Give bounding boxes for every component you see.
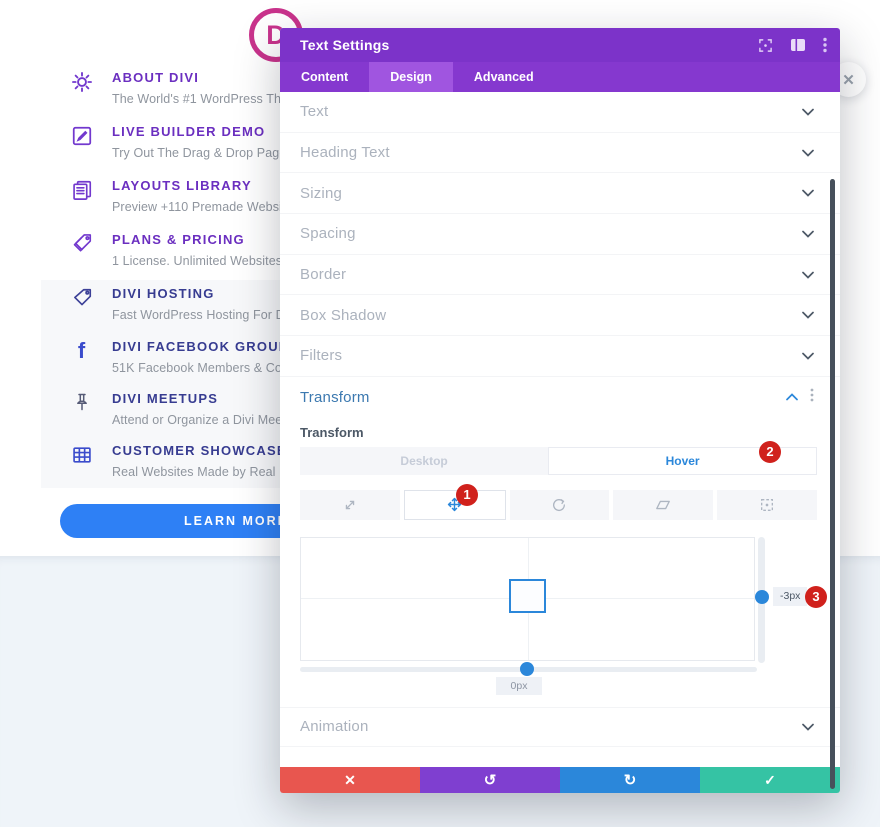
learn-more-label: LEARN MORE — [183, 514, 289, 528]
modal-body: Text Heading Text Sizing Spacing Border — [280, 92, 840, 789]
menu-item-title: LAYOUTS LIBRARY — [112, 178, 252, 193]
accordion-filters[interactable]: Filters — [280, 336, 840, 377]
close-icon: ✕ — [842, 71, 855, 89]
modal-footer: ✕ ↺ ↻ ✓ — [280, 767, 840, 793]
transform-tool-row: 1 — [300, 483, 817, 520]
pencil-square-icon — [70, 124, 93, 147]
menu-item-subtitle: Attend or Organize a Divi Meetup — [112, 413, 301, 427]
kebab-menu-icon[interactable] — [810, 388, 814, 407]
translate-canvas[interactable] — [300, 536, 755, 661]
focus-icon[interactable] — [758, 38, 773, 53]
kebab-menu-icon[interactable] — [823, 37, 827, 53]
accordion-text[interactable]: Text — [280, 92, 840, 133]
check-icon: ✓ — [764, 772, 776, 788]
chevron-down-icon — [802, 144, 814, 162]
menu-item-title: DIVI HOSTING — [112, 286, 215, 301]
save-button[interactable]: ✓ — [700, 767, 840, 793]
text-settings-modal: Text Settings Content De — [280, 28, 840, 793]
redo-icon: ↻ — [623, 771, 637, 789]
menu-item-title: DIVI FACEBOOK GROUP — [112, 339, 289, 354]
modal-title: Text Settings — [300, 37, 390, 53]
horizontal-slider-value: 0px — [496, 676, 542, 695]
scale-tool-button[interactable] — [300, 489, 400, 520]
translate-canvas-area: -3px 3 0px — [300, 536, 827, 697]
chevron-up-icon — [786, 388, 798, 406]
menu-item-subtitle: 51K Facebook Members & Counting — [112, 361, 317, 375]
rotate-tool-button[interactable] — [509, 489, 610, 520]
redo-button[interactable]: ↻ — [560, 767, 700, 793]
grid-icon — [70, 443, 93, 466]
facebook-icon: f — [77, 337, 86, 363]
tags-icon — [70, 232, 93, 255]
vertical-slider-handle[interactable] — [755, 589, 769, 604]
menu-item-title: DIVI MEETUPS — [112, 391, 219, 406]
accordion-box-shadow[interactable]: Box Shadow — [280, 295, 840, 337]
menu-item-title: PLANS & PRICING — [112, 232, 245, 247]
accordion-transform[interactable]: Transform — [280, 376, 840, 418]
tab-advanced[interactable]: Advanced — [473, 70, 534, 84]
discard-button[interactable]: ✕ — [280, 767, 420, 793]
chevron-down-icon — [802, 718, 814, 736]
menu-item-subtitle: Fast WordPress Hosting For Divi — [112, 308, 297, 322]
annotation-badge-1: 1 — [456, 483, 478, 506]
accordion-animation[interactable]: Animation — [280, 706, 840, 748]
menu-item-title: CUSTOMER SHOWCASE — [112, 443, 287, 458]
gear-icon — [70, 70, 93, 93]
device-toggle: Desktop Hover 2 — [300, 440, 818, 475]
modal-tab-bar: Content Design Advanced — [280, 62, 840, 92]
tab-design[interactable]: Design — [369, 62, 453, 92]
translate-tool-button[interactable] — [403, 489, 506, 520]
origin-tool-button[interactable] — [717, 489, 817, 520]
device-tab-desktop[interactable]: Desktop — [300, 446, 549, 475]
chevron-down-icon — [802, 184, 814, 202]
dock-icon[interactable] — [790, 38, 806, 52]
sidebar-item-divi-facebook-group[interactable]: f DIVI FACEBOOK GROUP 51K Facebook Membe… — [60, 339, 480, 375]
transform-field-label: Transform — [300, 424, 364, 440]
horizontal-slider-handle[interactable] — [520, 661, 534, 676]
chevron-down-icon — [802, 225, 814, 243]
sidebar-item-customer-showcase[interactable]: CUSTOMER SHOWCASE Real Websites Made by … — [60, 443, 480, 479]
menu-item-subtitle: Real Websites Made by Real People — [112, 465, 319, 479]
chevron-down-icon — [802, 306, 814, 324]
undo-icon: ↺ — [483, 771, 497, 789]
modal-scrollbar[interactable] — [830, 179, 835, 789]
transform-target-square[interactable] — [509, 578, 546, 613]
sidebar-item-divi-meetups[interactable]: DIVI MEETUPS Attend or Organize a Divi M… — [60, 391, 480, 427]
chevron-down-icon — [802, 266, 814, 284]
accordion-border[interactable]: Border — [280, 254, 840, 296]
annotation-badge-3: 3 — [805, 585, 827, 608]
documents-icon — [70, 178, 93, 201]
chevron-down-icon — [802, 103, 814, 121]
menu-item-title: LIVE BUILDER DEMO — [112, 124, 266, 139]
accordion-sizing[interactable]: Sizing — [280, 173, 840, 215]
tab-content[interactable]: Content — [301, 70, 349, 84]
undo-button[interactable]: ↺ — [420, 767, 560, 793]
sidebar-item-divi-hosting[interactable]: DIVI HOSTING Fast WordPress Hosting For … — [60, 286, 480, 322]
pin-icon — [70, 391, 93, 414]
vertical-slider-value: -3px — [773, 586, 808, 606]
modal-header: Text Settings — [280, 28, 840, 62]
accordion-spacing[interactable]: Spacing — [280, 214, 840, 255]
accordion-heading-text[interactable]: Heading Text — [280, 132, 840, 174]
tag-icon — [70, 286, 93, 309]
close-icon: ✕ — [344, 772, 356, 788]
chevron-down-icon — [802, 347, 814, 365]
transform-panel: Transform Desktop Hover 2 — [280, 418, 840, 707]
annotation-badge-2: 2 — [759, 440, 781, 463]
skew-tool-button[interactable] — [613, 489, 714, 520]
menu-item-title: ABOUT DIVI — [112, 70, 200, 85]
